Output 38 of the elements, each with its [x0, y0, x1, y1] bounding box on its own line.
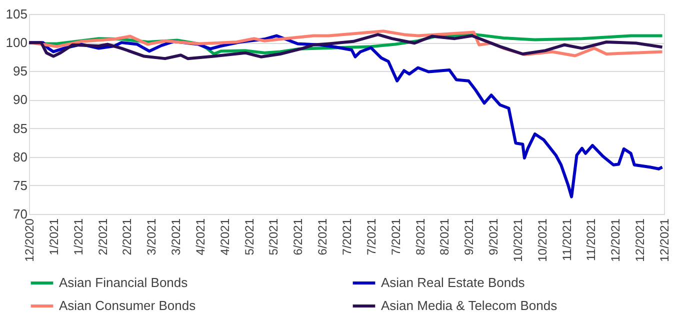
y-tick-label: 85 [13, 120, 28, 136]
x-tick-label: 12/2021 [658, 218, 672, 262]
x-tick-label: 2/2021 [96, 218, 110, 256]
x-tick-label: 7/2021 [388, 218, 403, 256]
x-tick-label: 3/2021 [169, 218, 184, 256]
y-tick-label: 90 [13, 92, 28, 108]
x-tick-label: 9/2021 [462, 218, 476, 256]
x-tick-label: 7/2021 [340, 218, 354, 256]
x-tick-label: 6/2021 [316, 218, 330, 256]
y-tick-label: 95 [13, 64, 28, 79]
legend-label: Asian Consumer Bonds [59, 298, 196, 313]
x-tick-label: 4/2021 [193, 218, 208, 256]
x-tick-label: 6/2021 [291, 218, 306, 256]
legend-label: Asian Financial Bonds [59, 275, 188, 290]
x-tick-label: 3/2021 [144, 218, 159, 256]
x-tick-label: 7/2021 [364, 218, 378, 256]
x-tick-label: 12/2021 [633, 218, 648, 262]
x-tick-label: 8/2021 [413, 218, 428, 256]
legend-label: Asian Real Estate Bonds [381, 275, 526, 290]
y-tick-label: 105 [6, 6, 28, 22]
x-tick-label: 11/2021 [584, 218, 598, 261]
x-tick-label: 8/2021 [438, 218, 452, 256]
x-tick-label: 4/2021 [218, 218, 232, 256]
x-tick-label: 2/2021 [120, 218, 134, 256]
x-tick-label: 11/2021 [560, 218, 574, 261]
y-tick-label: 80 [13, 149, 28, 164]
x-tick-label: 12/2020 [22, 218, 36, 262]
x-tick-label: 12/2021 [608, 218, 623, 262]
x-tick-label: 1/2021 [46, 218, 61, 256]
y-tick-label: 75 [13, 178, 28, 193]
y-tick-label: 100 [6, 35, 28, 50]
x-tick-label: 1/2021 [71, 218, 86, 256]
x-tick-label: 5/2021 [266, 218, 281, 256]
x-tick-label: 9/2021 [486, 218, 501, 256]
legend-label: Asian Media & Telecom Bonds [381, 298, 558, 313]
x-tick-label: 10/2021 [535, 218, 550, 262]
x-tick-label: 10/2021 [510, 218, 525, 262]
x-tick-label: 5/2021 [242, 218, 256, 256]
